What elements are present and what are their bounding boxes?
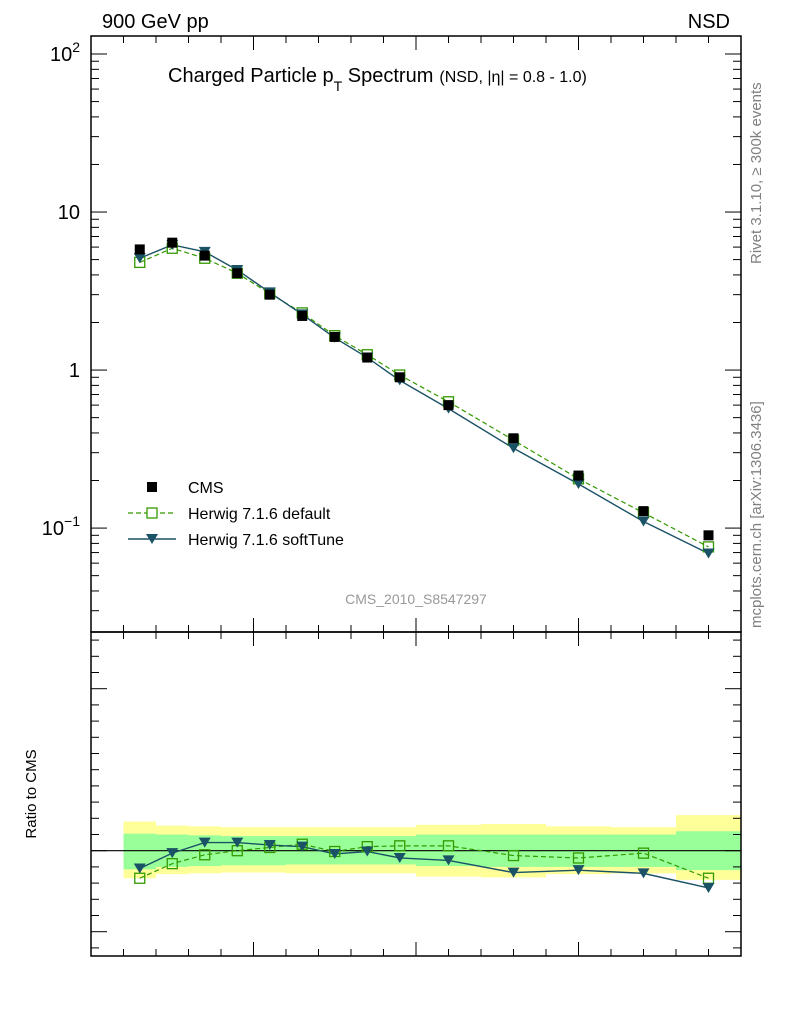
main-y-tick-base: 10	[58, 202, 80, 224]
legend-label-default: Herwig 7.1.6 default	[188, 506, 331, 523]
main-point-softtune	[702, 548, 715, 559]
main-point-cms	[362, 352, 373, 363]
ratio-point-default	[166, 858, 178, 870]
ratio-point-default	[199, 849, 211, 861]
ratio-line-softtune	[139, 841, 709, 889]
main-point-cms	[443, 400, 454, 411]
ratio-point-softtune	[263, 840, 276, 851]
main-point-softtune	[637, 516, 650, 527]
chart-title-note: (NSD, |η| = 0.8 - 1.0)	[439, 69, 586, 86]
chart-title: Charged Particle pT Spectrum (NSD, |η| = …	[168, 65, 587, 94]
main-point-softtune	[133, 253, 146, 264]
legend: CMS Herwig 7.1.6 default Herwig 7.1.6 so…	[128, 480, 344, 549]
ratio-point-default	[394, 840, 406, 852]
ratio-point-softtune	[166, 848, 179, 859]
mcplots-side-label: mcplots.cern.ch [arXiv:1306.3436]	[748, 401, 765, 628]
ratio-point-softtune	[393, 852, 406, 863]
main-point-cms	[573, 470, 584, 481]
ratio-point-softtune	[296, 841, 309, 852]
main-y-tick-label: 10	[58, 202, 80, 224]
main-y-tick-label: 10−1	[42, 513, 80, 540]
ratio-point-default	[702, 872, 715, 884]
main-point-cms	[329, 331, 340, 342]
main-point-cms	[199, 250, 210, 261]
main-point-cms	[167, 237, 178, 248]
main-point-cms	[394, 372, 405, 383]
main-point-cms	[638, 506, 649, 517]
ratio-point-softtune	[507, 867, 520, 878]
ratio-point-default	[637, 847, 650, 859]
main-y-tick-label: 1	[69, 360, 80, 382]
ratio-point-default	[442, 840, 455, 852]
legend-marker-default	[146, 507, 158, 519]
legend-label-cms: CMS	[188, 480, 224, 497]
main-line-default	[139, 247, 709, 548]
rivet-side-label: Rivet 3.1.10, ≥ 300k events	[748, 82, 765, 264]
ratio-point-default	[572, 852, 585, 864]
legend-marker-softtune	[146, 534, 158, 544]
ratio-point-softtune	[133, 863, 146, 874]
main-y-tick-base: 10	[50, 44, 72, 66]
main-point-cms	[297, 310, 308, 321]
chart-title-suffix: Spectrum	[342, 65, 433, 87]
analysis-id-label: CMS_2010_S8547297	[345, 591, 487, 607]
main-y-tick-base: 10	[42, 518, 64, 540]
ratio-point-default	[507, 849, 520, 862]
main-point-cms	[508, 433, 519, 444]
main-point-softtune	[572, 479, 585, 490]
ratio-point-softtune	[198, 837, 211, 848]
ratio-point-softtune	[572, 865, 585, 876]
main-point-softtune	[507, 443, 520, 454]
ratio-point-default	[134, 872, 146, 884]
main-point-cms	[232, 268, 243, 279]
header-right-label: NSD	[688, 11, 730, 33]
ratio-point-softtune	[231, 837, 244, 848]
main-point-cms	[703, 530, 714, 541]
legend-marker-cms	[147, 482, 157, 492]
legend-label-softtune: Herwig 7.1.6 softTune	[188, 532, 344, 549]
ratio-y-axis-label: Ratio to CMS	[23, 749, 40, 838]
main-y-tick-label: 102	[50, 39, 80, 66]
main-y-tick-exponent: 2	[72, 39, 80, 55]
main-point-cms	[264, 289, 275, 300]
header-left-label: 900 GeV pp	[102, 11, 209, 33]
ratio-point-softtune	[361, 846, 374, 857]
main-point-cms	[134, 244, 145, 255]
chart-title-subscript: T	[334, 78, 343, 94]
main-y-tick-exponent: −1	[64, 513, 80, 529]
ratio-point-softtune	[637, 868, 650, 879]
ratio-point-softtune	[442, 855, 455, 866]
series-lines	[91, 244, 741, 889]
ratio-point-softtune	[328, 848, 341, 859]
main-y-tick-base: 1	[69, 360, 80, 382]
chart-title-main: Charged Particle p	[168, 65, 334, 87]
series-markers	[133, 237, 715, 893]
ratio-point-softtune	[702, 882, 715, 893]
ratio-frame	[90, 631, 742, 957]
